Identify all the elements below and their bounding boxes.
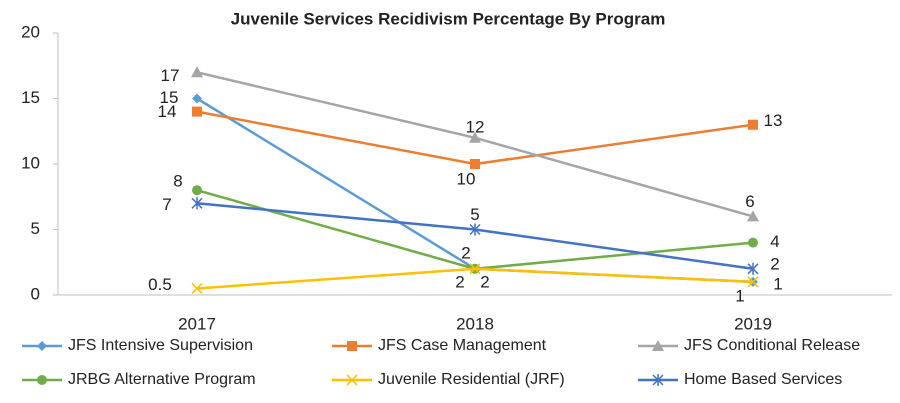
- point-marker: [747, 262, 759, 275]
- x-tick-label: 2019: [734, 314, 772, 333]
- point-marker: [192, 93, 202, 104]
- data-label: 1: [735, 286, 744, 305]
- legend-marker: [652, 374, 664, 386]
- legend-marker: [652, 340, 664, 351]
- data-label: 10: [457, 169, 476, 188]
- point-marker: [469, 223, 481, 236]
- legend-label: JFS Case Management: [378, 337, 547, 354]
- data-label: 2: [455, 272, 464, 291]
- data-label: 5: [470, 205, 479, 224]
- data-label: 2: [461, 243, 470, 262]
- y-tick-label: 10: [21, 153, 40, 172]
- data-label: 0.5: [148, 275, 172, 294]
- legend-marker: [37, 375, 47, 385]
- point-marker: [192, 185, 202, 196]
- data-label: 6: [745, 192, 754, 211]
- y-tick-label: 15: [21, 88, 40, 107]
- data-label: 12: [466, 117, 485, 136]
- data-label: 8: [173, 172, 182, 191]
- legend-marker: [37, 341, 47, 351]
- x-tick-label: 2017: [178, 314, 216, 333]
- legend-marker: [347, 341, 357, 351]
- data-label: 14: [158, 102, 177, 121]
- legend-marker: [346, 374, 358, 386]
- point-marker: [748, 237, 758, 248]
- point-marker: [470, 159, 480, 169]
- data-label: 17: [161, 66, 180, 85]
- point-marker: [748, 119, 758, 130]
- point-marker: [191, 197, 203, 210]
- legend-label: JFS Conditional Release: [684, 337, 860, 354]
- x-tick-label: 2018: [456, 314, 494, 333]
- point-marker: [192, 106, 202, 117]
- y-tick-label: 20: [21, 22, 40, 41]
- data-label: 2: [770, 254, 779, 273]
- legend-label: JRBG Alternative Program: [68, 371, 256, 388]
- chart-title: Juvenile Services Recidivism Percentage …: [231, 9, 666, 28]
- point-marker: [469, 263, 481, 275]
- point-marker: [469, 131, 481, 143]
- data-label: 7: [162, 195, 171, 214]
- data-label: 15: [160, 88, 179, 107]
- legend-label: JFS Intensive Supervision: [68, 337, 253, 354]
- point-marker: [747, 276, 759, 288]
- y-tick-label: 0: [31, 284, 40, 303]
- data-label: 2: [480, 272, 489, 291]
- data-label: 13: [764, 111, 783, 130]
- point-marker: [191, 282, 203, 294]
- point-marker: [747, 210, 759, 222]
- y-tick-label: 5: [31, 219, 40, 238]
- data-label: 1: [773, 274, 782, 293]
- data-label: 4: [770, 232, 779, 251]
- legend-label: Home Based Services: [684, 371, 842, 388]
- point-marker: [191, 66, 203, 78]
- legend-label: Juvenile Residential (JRF): [378, 371, 565, 388]
